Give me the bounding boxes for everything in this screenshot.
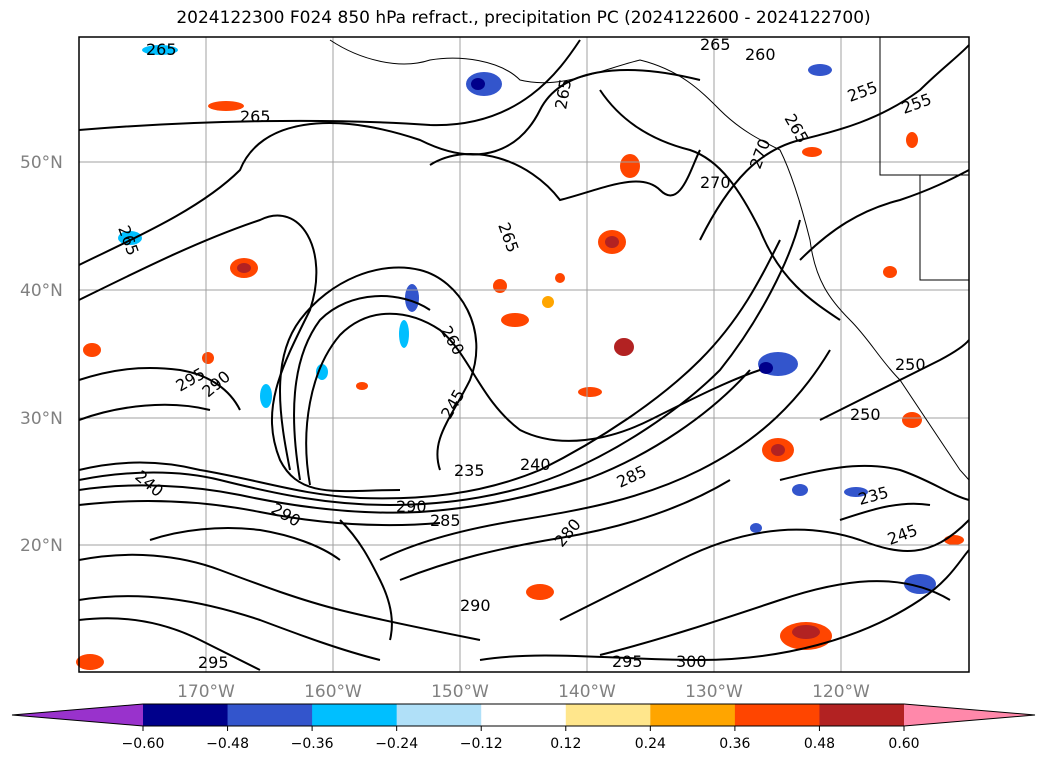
contour-label: 290	[396, 497, 427, 516]
map-border	[78, 36, 970, 673]
colorbar-segment	[143, 704, 229, 726]
lon-label-140w: 140°W	[558, 682, 616, 702]
colorbar-tick-label: −0.48	[206, 736, 249, 752]
lat-label-20n: 20°N	[20, 536, 63, 556]
contour-label: 240	[520, 455, 551, 474]
contour-label: 265	[146, 40, 177, 59]
precip-shading	[76, 45, 964, 670]
colorbar-extend-low	[12, 704, 143, 726]
lat-label-40n: 40°N	[20, 281, 63, 301]
colorbar-tick-label: 0.24	[635, 736, 666, 752]
colorbar-tick-label: 0.36	[719, 736, 750, 752]
contour-label: 250	[850, 405, 881, 424]
lon-label-120w: 120°W	[812, 682, 870, 702]
lat-label-50n: 50°N	[20, 153, 63, 173]
lat-label-30n: 30°N	[20, 409, 63, 429]
coastlines	[329, 37, 970, 481]
colorbar: −0.60 −0.48 −0.36 −0.24 −0.12 0.12 0.24 0.36 0.4…	[11, 703, 1036, 752]
colorbar-tick-label: −0.24	[375, 736, 418, 752]
contour-label: 260	[745, 45, 776, 64]
lon-label-130w: 130°W	[685, 682, 743, 702]
contour-label: 290	[460, 596, 491, 615]
lon-label-170w: 170°W	[177, 682, 235, 702]
colorbar-extend-high	[904, 704, 1035, 726]
colorbar-segment	[650, 704, 736, 726]
contour-label: 235	[454, 461, 485, 480]
colorbar-segment	[565, 704, 651, 726]
contour-label: 250	[895, 355, 926, 374]
contour-label: 295	[612, 652, 643, 671]
colorbar-tick-label: −0.12	[460, 736, 503, 752]
contour-label: 265	[700, 35, 731, 54]
colorbar-tick-label: 0.12	[550, 736, 581, 752]
colorbar-segment	[227, 704, 313, 726]
contour-label: 265	[240, 107, 271, 126]
contour-label: 300	[676, 652, 707, 671]
longitude-labels: 170°W 160°W 150°W 140°W 130°W 120°W	[177, 682, 870, 702]
colorbar-tick-label: 0.48	[804, 736, 835, 752]
contour-label: 285	[430, 511, 461, 530]
map-title: 2024122300 F024 850 hPa refract., precip…	[176, 8, 871, 28]
colorbar-segment	[312, 704, 398, 726]
contour-label: 270	[700, 173, 731, 192]
latitude-labels: 50°N 40°N 30°N 20°N	[20, 153, 63, 556]
lon-label-160w: 160°W	[304, 682, 362, 702]
colorbar-segment	[734, 704, 820, 726]
colorbar-segment	[396, 704, 482, 726]
colorbar-segment	[819, 704, 905, 726]
colorbar-tick-label: −0.36	[291, 736, 334, 752]
refractivity-contours	[78, 39, 970, 671]
contour-label: 295	[198, 653, 229, 672]
map-panel	[76, 36, 970, 673]
colorbar-segment	[481, 704, 567, 726]
colorbar-tick-label: −0.60	[122, 736, 165, 752]
lon-label-150w: 150°W	[431, 682, 489, 702]
colorbar-tick-label: 0.60	[888, 736, 919, 752]
